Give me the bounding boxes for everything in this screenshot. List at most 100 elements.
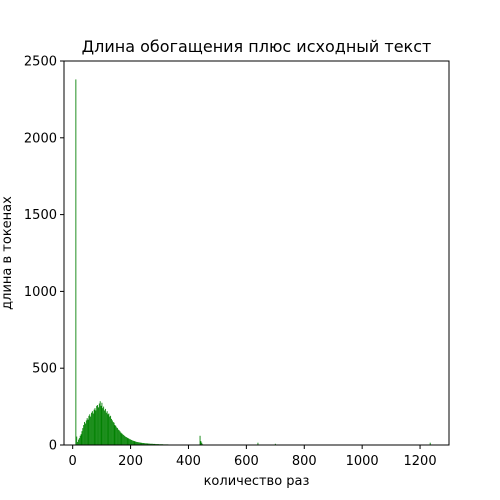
histogram-bar: [257, 442, 259, 445]
histogram-bar: [89, 414, 91, 445]
histogram-bar: [75, 79, 77, 446]
histogram-bar: [88, 415, 90, 445]
plot-area-frame: [63, 60, 450, 446]
histogram-bar: [118, 430, 120, 445]
x-tick-label: 800: [292, 454, 317, 469]
histogram-bar: [429, 442, 431, 445]
histogram-bar: [125, 437, 127, 445]
histogram-bar: [151, 443, 153, 445]
y-tick-label: 500: [32, 362, 57, 377]
histogram-bar: [105, 412, 107, 445]
histogram-bar: [199, 435, 201, 445]
y-tick-label: 0: [49, 439, 57, 454]
histogram-bar: [98, 407, 99, 445]
y-tick-label: 2500: [24, 55, 57, 70]
histogram-bar: [144, 443, 145, 445]
histogram-bar: [78, 439, 79, 445]
histogram-bar: [87, 419, 89, 445]
histogram-bar: [124, 435, 125, 445]
histogram-bar: [134, 441, 136, 445]
histogram-bar: [152, 443, 154, 445]
histogram-bar: [93, 409, 95, 445]
x-tick-label: 0: [69, 454, 77, 469]
histogram-bar: [115, 425, 117, 445]
histogram-bar: [108, 413, 110, 445]
y-axis-label: длина в токенах: [0, 196, 15, 310]
histogram-bar: [116, 427, 118, 445]
histogram-bar: [101, 402, 103, 445]
histogram-bar: [154, 443, 156, 445]
histogram-bar: [112, 421, 114, 445]
histogram-bar: [90, 416, 92, 445]
histogram-bar: [131, 439, 132, 445]
histogram-bar: [91, 411, 93, 445]
histogram-bar: [110, 415, 112, 445]
histogram-bar: [130, 439, 132, 445]
histogram-bar: [127, 438, 129, 445]
histogram-bar: [81, 431, 83, 445]
histogram-bar: [140, 442, 142, 445]
histogram-bar: [107, 414, 109, 445]
x-tick-label: 1000: [346, 454, 379, 469]
histogram-bar: [98, 403, 100, 445]
histogram-bar: [84, 421, 85, 445]
histogram-bar: [132, 440, 134, 445]
histogram-bar: [92, 413, 94, 445]
x-tick-label: 600: [234, 454, 259, 469]
histogram-bar: [100, 405, 102, 445]
histogram-bar: [117, 428, 118, 445]
histogram-bar: [104, 408, 106, 445]
y-tick-label: 1500: [24, 208, 57, 223]
histogram-bar: [128, 438, 130, 445]
histogram-bar: [86, 418, 88, 445]
histogram-bar: [135, 441, 137, 445]
histogram-bar: [117, 429, 119, 445]
histogram-bar: [150, 443, 152, 445]
histogram-bar: [106, 411, 108, 445]
histogram-bar: [201, 442, 203, 445]
histogram-bar: [79, 435, 81, 445]
histogram-bar: [149, 443, 151, 445]
histogram-bar: [104, 410, 105, 445]
histogram-bar: [78, 438, 80, 445]
histogram-bar: [124, 436, 126, 445]
x-tick-label: 200: [118, 454, 143, 469]
histogram-bar: [133, 441, 135, 445]
histogram-bar: [129, 439, 131, 445]
histogram-bar: [96, 405, 98, 445]
histogram-bar: [148, 443, 150, 445]
histogram-bar: [274, 443, 276, 445]
histogram-bars: [75, 79, 431, 446]
histogram-bar: [91, 412, 92, 445]
x-tick-label: 400: [176, 454, 201, 469]
histogram-bar: [136, 441, 138, 445]
histogram-bar: [123, 435, 125, 445]
histogram-bar: [84, 423, 86, 445]
histogram-bar: [142, 443, 144, 445]
histogram-bar: [82, 428, 84, 445]
histogram-bar: [80, 434, 82, 445]
histogram-bar: [144, 443, 146, 445]
x-axis-ticks: 0 200 400 600 800 1000 1200: [69, 445, 437, 469]
histogram-bar: [85, 420, 87, 445]
histogram-bar: [147, 443, 149, 445]
histogram-bar: [121, 433, 123, 445]
histogram-bar: [145, 443, 147, 445]
histogram-bar: [102, 408, 104, 445]
histogram-bar: [114, 425, 116, 445]
histogram-bar: [139, 442, 141, 445]
histogram-bar: [111, 420, 113, 445]
chart-title: Длина обогащения плюс исходный текст: [82, 37, 432, 56]
histogram-bar: [111, 418, 112, 445]
histogram-bar: [76, 436, 78, 445]
histogram-bar: [119, 431, 121, 445]
histogram-bar: [150, 443, 151, 445]
histogram-bar: [103, 406, 105, 445]
histogram-bar: [99, 401, 101, 445]
histogram-bar: [137, 442, 138, 445]
histogram-bar: [77, 441, 79, 445]
histogram-bar: [83, 425, 85, 445]
histogram-bar: [146, 443, 148, 445]
y-axis-ticks: 0 500 1000 1500 2000 2500: [24, 55, 64, 454]
